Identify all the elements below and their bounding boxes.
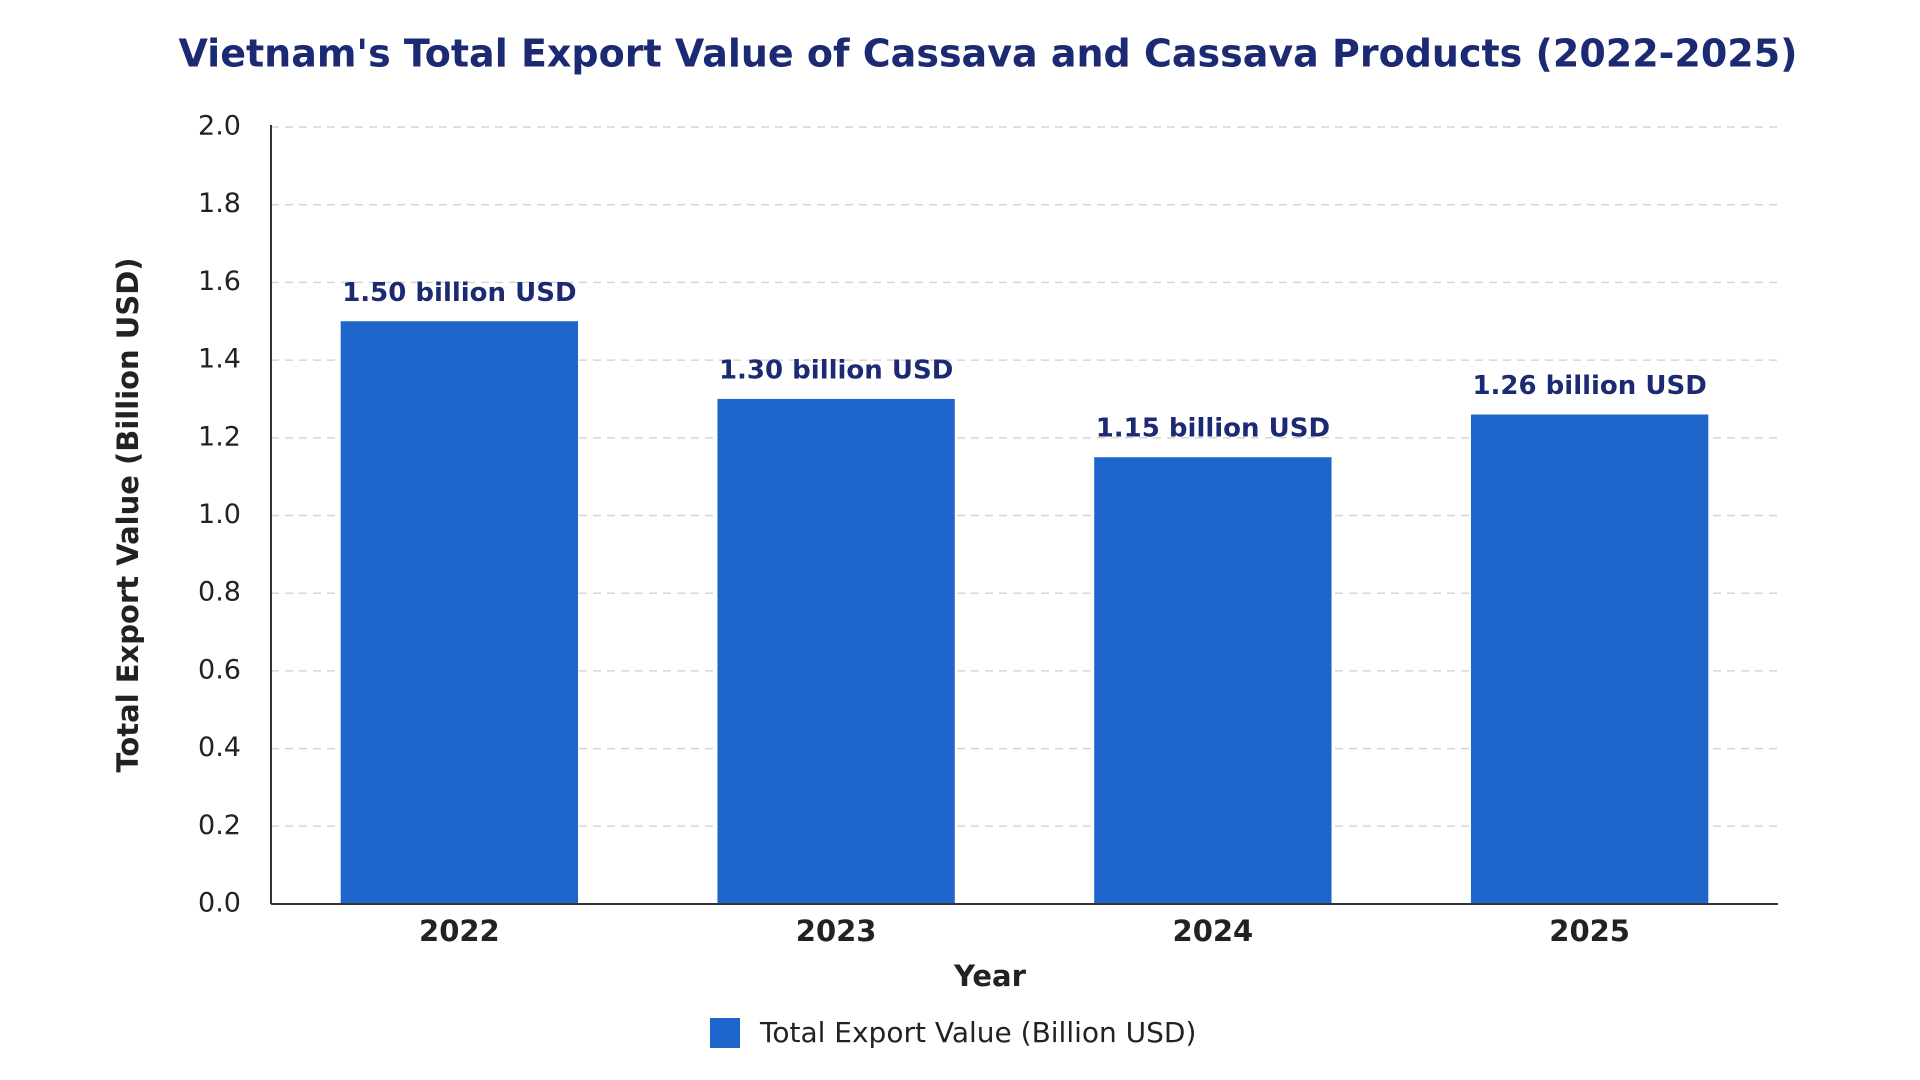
y-tick-label: 0.4 (198, 732, 241, 763)
y-tick-label: 0.0 (198, 888, 241, 919)
y-axis-label: Total Export Value (Billion USD) (111, 257, 145, 772)
bar (717, 398, 955, 904)
x-tick-label: 2025 (1549, 914, 1630, 948)
bar (1470, 414, 1709, 904)
chart-title: Vietnam's Total Export Value of Cassava … (178, 32, 1797, 76)
y-tick-label: 0.8 (198, 577, 241, 608)
x-tick-label: 2022 (419, 914, 500, 948)
bar (340, 321, 579, 904)
y-tick-label: 2.0 (198, 111, 241, 142)
y-tick-label: 1.6 (198, 266, 241, 297)
y-tick-label: 0.6 (198, 654, 241, 685)
legend-label: Total Export Value (Billion USD) (759, 1016, 1196, 1049)
x-tick-label: 2024 (1173, 914, 1254, 948)
y-tick-label: 1.0 (198, 499, 241, 530)
bar (1094, 457, 1332, 904)
x-tick-label: 2023 (796, 914, 877, 948)
y-tick-label: 0.2 (198, 810, 241, 841)
legend-swatch (710, 1018, 740, 1048)
x-axis-label: Year (953, 959, 1027, 993)
y-tick-label: 1.4 (198, 344, 241, 375)
value-label: 1.30 billion USD (719, 355, 953, 385)
value-label: 1.26 billion USD (1472, 371, 1706, 401)
value-label: 1.50 billion USD (342, 278, 576, 308)
value-label: 1.15 billion USD (1096, 414, 1330, 444)
y-tick-label: 1.8 (198, 188, 241, 219)
y-tick-label: 1.2 (198, 421, 241, 452)
